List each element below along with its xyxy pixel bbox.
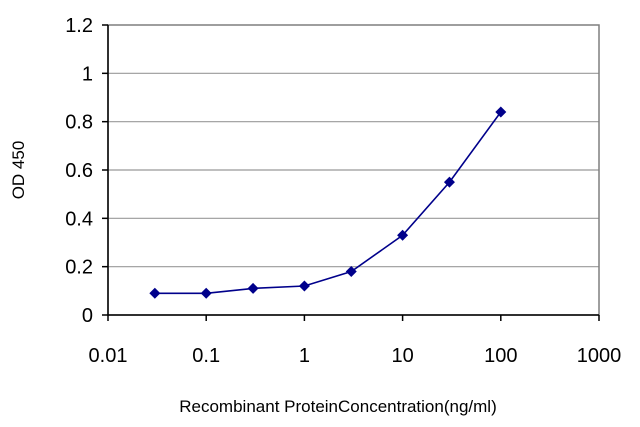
- data-point: [149, 287, 161, 299]
- y-tick-label: 0.6: [65, 160, 93, 182]
- data-point: [200, 287, 212, 299]
- x-tick-label: 10: [391, 345, 413, 367]
- x-tick-label: 1000: [577, 345, 622, 367]
- y-tick-label: 1: [82, 63, 93, 85]
- x-tick-label: 0.1: [192, 345, 220, 367]
- y-tick-label: 0.4: [65, 208, 93, 230]
- series-layer: [149, 106, 507, 299]
- x-tick-label: 1: [299, 345, 310, 367]
- data-point: [345, 266, 357, 277]
- data-point: [298, 280, 310, 292]
- x-axis-ticks: 0.01 0.1 1 10 100 1000: [89, 315, 622, 367]
- y-tick-label: 0.8: [65, 112, 93, 134]
- data-point: [495, 106, 507, 118]
- y-axis-ticks: 0 0.2 0.4 0.6 0.8 1 1.2: [65, 15, 108, 327]
- data-point: [397, 229, 409, 241]
- series-line: [154, 111, 502, 295]
- x-tick-label: 0.01: [89, 345, 128, 367]
- y-tick-label: 0.2: [65, 257, 93, 279]
- y-tick-label: 0: [82, 305, 93, 327]
- y-axis-label: OD 450: [9, 141, 28, 200]
- data-point: [443, 176, 455, 188]
- x-axis-label: Recombinant ProteinConcentration(ng/ml): [179, 397, 497, 416]
- y-tick-label: 1.2: [65, 15, 93, 37]
- x-tick-label: 100: [484, 345, 517, 367]
- gridlines: [108, 72, 599, 268]
- data-point: [247, 282, 259, 294]
